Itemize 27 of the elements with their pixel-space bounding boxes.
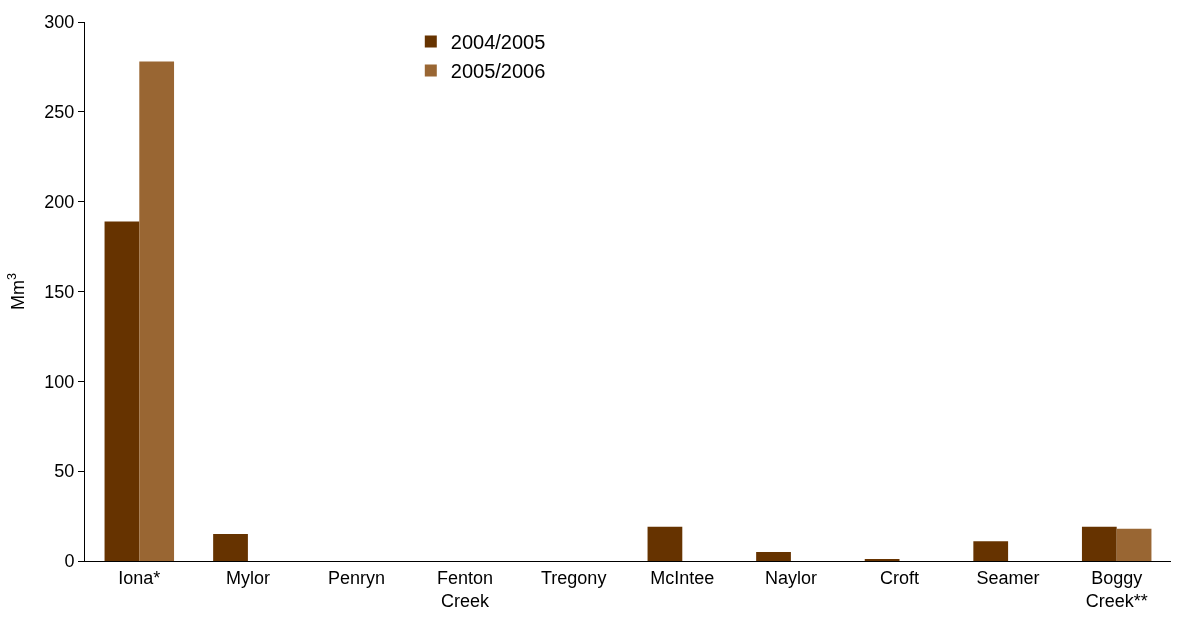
bar: [104, 221, 140, 561]
y-tick-label: 200: [44, 191, 75, 212]
x-tick-label: Seamer: [976, 567, 1040, 588]
x-tick-label: Naylor: [764, 567, 817, 588]
bar: [213, 534, 248, 561]
y-tick-label: 150: [44, 281, 75, 302]
x-tick-label: Iona*: [118, 567, 161, 588]
x-tick-label: Fenton Creek: [437, 567, 494, 611]
x-tick-label: Penryn: [327, 567, 386, 588]
x-tick-label: Croft: [879, 567, 920, 588]
y-tick-label: 0: [64, 551, 75, 572]
y-tick-label: 250: [44, 102, 75, 123]
x-tick-label: McIntee: [650, 567, 715, 588]
legend-label: 2004/2005: [450, 31, 546, 54]
x-tick-label: Tregony: [541, 567, 607, 588]
bar: [756, 552, 791, 561]
y-tick-label: 50: [54, 461, 75, 482]
bar: [973, 541, 1009, 561]
bar: [647, 526, 683, 561]
bar: [139, 61, 175, 561]
bar: [1081, 526, 1117, 561]
legend-label: 2005/2006: [450, 60, 546, 83]
y-tick-label: 300: [44, 12, 75, 33]
bar: [1116, 528, 1152, 561]
y-tick-label: 100: [44, 371, 75, 392]
x-tick-label: Mylor: [225, 567, 270, 588]
x-tick-label: Boggy Creek**: [1085, 567, 1148, 611]
